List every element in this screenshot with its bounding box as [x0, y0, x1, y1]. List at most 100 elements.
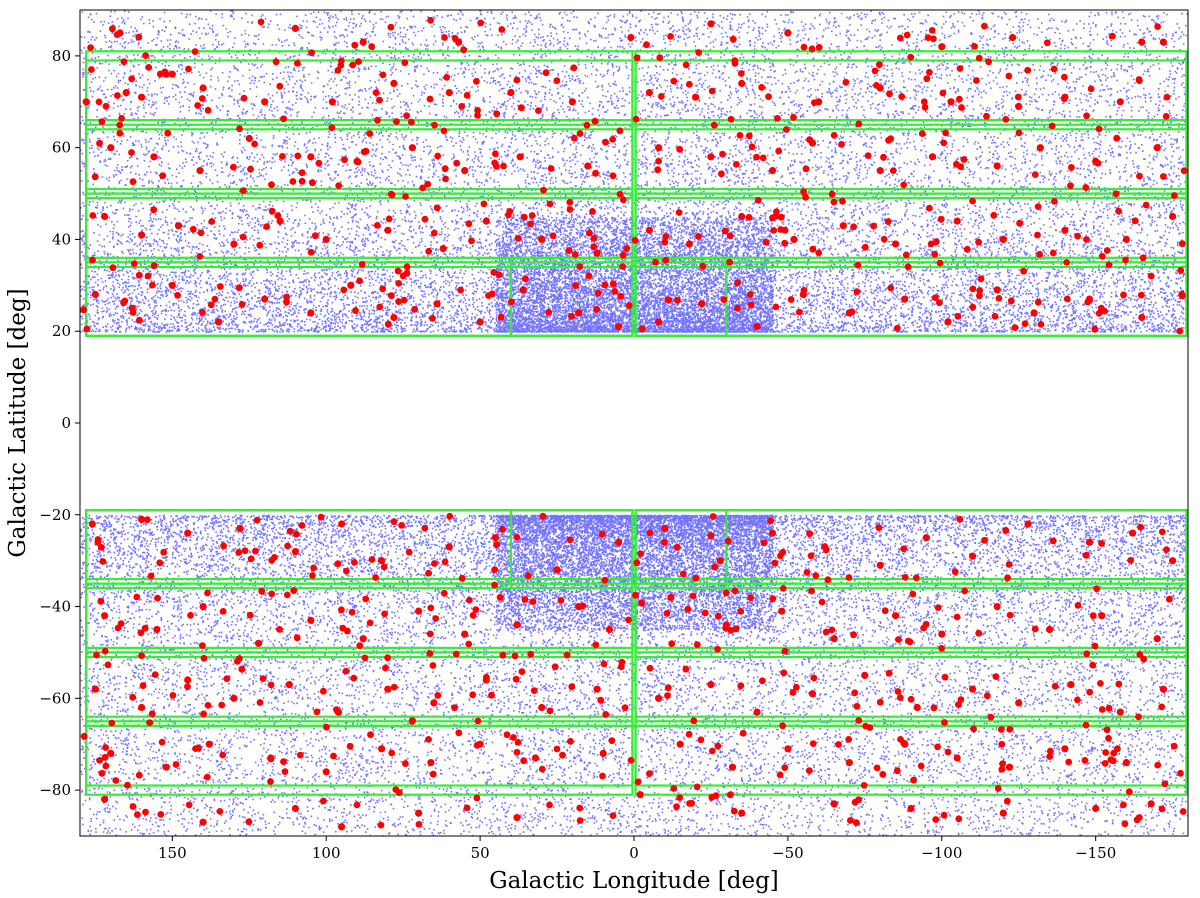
highlight-point — [263, 223, 270, 230]
highlight-point — [593, 306, 600, 313]
highlight-point — [442, 176, 449, 183]
highlight-point — [406, 549, 413, 556]
highlight-point — [441, 34, 448, 41]
highlight-point — [185, 66, 192, 73]
highlight-point — [497, 594, 504, 601]
y-tick-label: 20 — [52, 322, 71, 340]
highlight-point — [788, 296, 795, 303]
highlight-point — [190, 226, 197, 233]
highlight-point — [932, 816, 939, 823]
highlight-point — [1104, 247, 1111, 254]
highlight-point — [1123, 236, 1130, 243]
highlight-point — [468, 237, 475, 244]
highlight-point — [430, 662, 437, 669]
highlight-point — [430, 771, 437, 778]
highlight-point — [852, 799, 859, 806]
highlight-point — [600, 750, 607, 757]
highlight-point — [120, 299, 127, 306]
highlight-point — [954, 614, 961, 621]
highlight-point — [892, 612, 899, 619]
highlight-point — [558, 597, 565, 604]
highlight-point — [373, 89, 380, 96]
highlight-point — [103, 103, 110, 110]
highlight-point — [1154, 635, 1161, 642]
highlight-point — [388, 292, 395, 299]
highlight-point — [329, 98, 336, 105]
highlight-point — [910, 777, 917, 784]
highlight-point — [625, 617, 632, 624]
highlight-point — [1115, 681, 1122, 688]
highlight-point — [854, 288, 861, 295]
highlight-point — [283, 294, 290, 301]
highlight-point — [662, 257, 669, 264]
highlight-point — [643, 41, 650, 48]
highlight-point — [784, 745, 791, 752]
highlight-point — [212, 296, 219, 303]
highlight-point — [1008, 297, 1015, 304]
highlight-point — [101, 612, 108, 619]
highlight-point — [667, 594, 674, 601]
highlight-point — [518, 104, 525, 111]
highlight-point — [656, 54, 663, 61]
highlight-point — [1138, 39, 1145, 46]
highlight-point — [522, 275, 529, 282]
highlight-point — [149, 282, 156, 289]
highlight-point — [543, 69, 550, 76]
highlight-point — [381, 611, 388, 618]
highlight-point — [698, 300, 705, 307]
highlight-point — [184, 683, 191, 690]
highlight-point — [241, 95, 248, 102]
highlight-point — [670, 785, 677, 792]
highlight-point — [531, 687, 538, 694]
highlight-point — [778, 608, 785, 615]
highlight-point — [110, 264, 117, 271]
highlight-point — [661, 525, 668, 532]
highlight-point — [882, 607, 889, 614]
highlight-point — [707, 153, 714, 160]
highlight-point — [900, 182, 907, 189]
highlight-point — [217, 283, 224, 290]
highlight-point — [941, 719, 948, 726]
highlight-point — [996, 295, 1003, 302]
highlight-point — [846, 759, 853, 766]
highlight-point — [1104, 726, 1111, 733]
highlight-point — [430, 699, 437, 706]
highlight-point — [831, 635, 838, 642]
highlight-point — [474, 107, 481, 114]
highlight-point — [944, 318, 951, 325]
highlight-point — [610, 812, 617, 819]
highlight-point — [308, 249, 315, 256]
highlight-point — [738, 80, 745, 87]
highlight-point — [472, 606, 479, 613]
highlight-point — [793, 684, 800, 691]
highlight-point — [101, 796, 108, 803]
highlight-point — [887, 135, 894, 142]
highlight-point — [338, 58, 345, 65]
highlight-point — [714, 646, 721, 653]
highlight-point — [356, 642, 363, 649]
highlight-point — [532, 754, 539, 761]
highlight-point — [602, 282, 609, 289]
highlight-point — [138, 231, 145, 238]
highlight-point — [765, 93, 772, 100]
highlight-point — [252, 548, 259, 555]
highlight-point — [1117, 98, 1124, 105]
highlight-point — [777, 226, 784, 233]
y-tick-label: 40 — [52, 230, 71, 248]
highlight-point — [260, 675, 267, 682]
highlight-point — [547, 708, 554, 715]
highlight-point — [218, 702, 225, 709]
highlight-point — [730, 36, 737, 43]
highlight-point — [169, 282, 176, 289]
highlight-point — [850, 223, 857, 230]
highlight-point — [138, 629, 145, 636]
highlight-point — [806, 136, 813, 143]
highlight-point — [384, 654, 391, 661]
highlight-point — [646, 89, 653, 96]
highlight-point — [933, 238, 940, 245]
highlight-point — [351, 559, 358, 566]
highlight-point — [942, 674, 949, 681]
highlight-point — [491, 582, 498, 589]
highlight-point — [123, 89, 130, 96]
highlight-point — [1015, 103, 1022, 110]
